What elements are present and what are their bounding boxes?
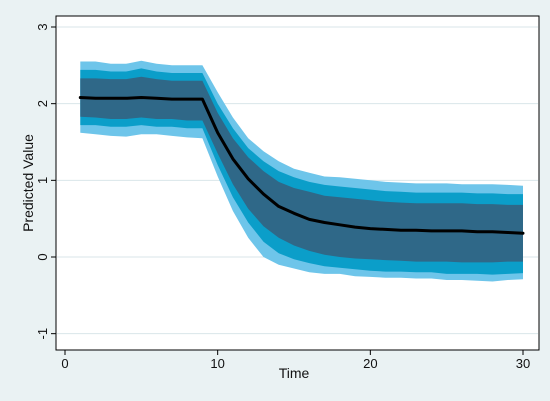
y-axis: -1 0 1 2 3 bbox=[35, 23, 56, 339]
x-axis: 0 10 20 30 bbox=[61, 350, 530, 371]
band-inner bbox=[80, 76, 524, 263]
y-tick-label-2: 1 bbox=[35, 177, 50, 184]
series-line bbox=[78, 96, 525, 235]
confidence-bands bbox=[80, 60, 524, 282]
y-axis-title: Predicted Value bbox=[20, 134, 36, 232]
line-layer bbox=[78, 96, 525, 235]
y-tick-label-0: -1 bbox=[35, 328, 50, 340]
x-tick-label-3: 30 bbox=[516, 356, 530, 371]
x-axis-title: Time bbox=[279, 365, 310, 381]
x-tick-label-0: 0 bbox=[61, 356, 68, 371]
x-tick-label-1: 10 bbox=[210, 356, 224, 371]
x-tick-label-2: 20 bbox=[363, 356, 377, 371]
y-tick-label-1: 0 bbox=[35, 253, 50, 260]
y-tick-label-3: 2 bbox=[35, 100, 50, 107]
y-tick-label-4: 3 bbox=[35, 23, 50, 30]
